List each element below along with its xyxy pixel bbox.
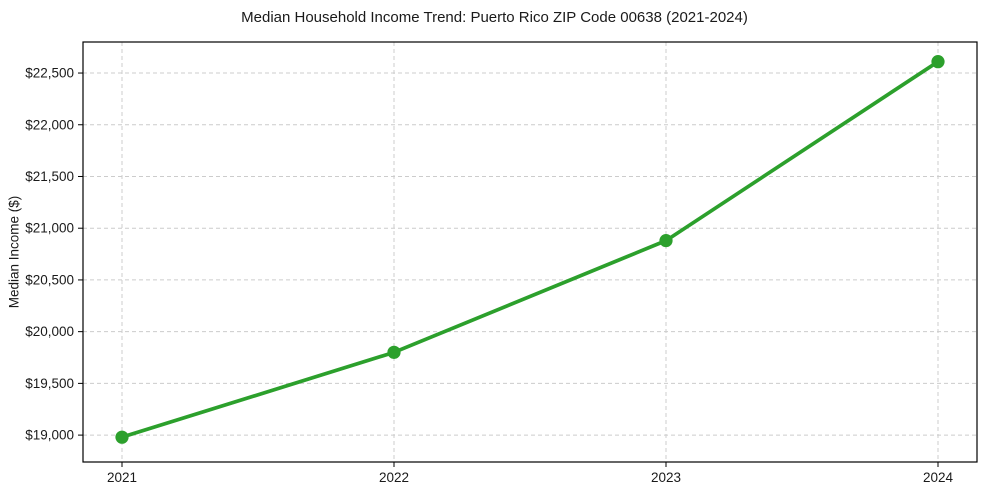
trend-line (120, 59, 940, 440)
y-tick-label: $21,500 (25, 169, 74, 184)
y-tick-label: $22,500 (25, 66, 74, 81)
data-point-2024 (931, 55, 945, 69)
data-point-2021 (115, 430, 129, 444)
y-tick-label: $22,000 (25, 117, 74, 132)
y-tick-label: $19,500 (25, 376, 74, 391)
x-tick-label: 2023 (651, 470, 681, 485)
y-tick-label: $20,500 (25, 272, 74, 287)
chart-title: Median Household Income Trend: Puerto Ri… (241, 9, 748, 26)
y-tick-label: $20,000 (25, 324, 74, 339)
plot-border (82, 41, 978, 463)
data-point-2023 (659, 234, 673, 248)
x-tick-label: 2021 (107, 470, 137, 485)
x-tick-label: 2022 (379, 470, 409, 485)
y-tick-label: $19,000 (25, 428, 74, 443)
data-point-2022 (387, 345, 401, 359)
y-tick-label: $21,000 (25, 221, 74, 236)
x-tick-label: 2024 (923, 470, 954, 485)
